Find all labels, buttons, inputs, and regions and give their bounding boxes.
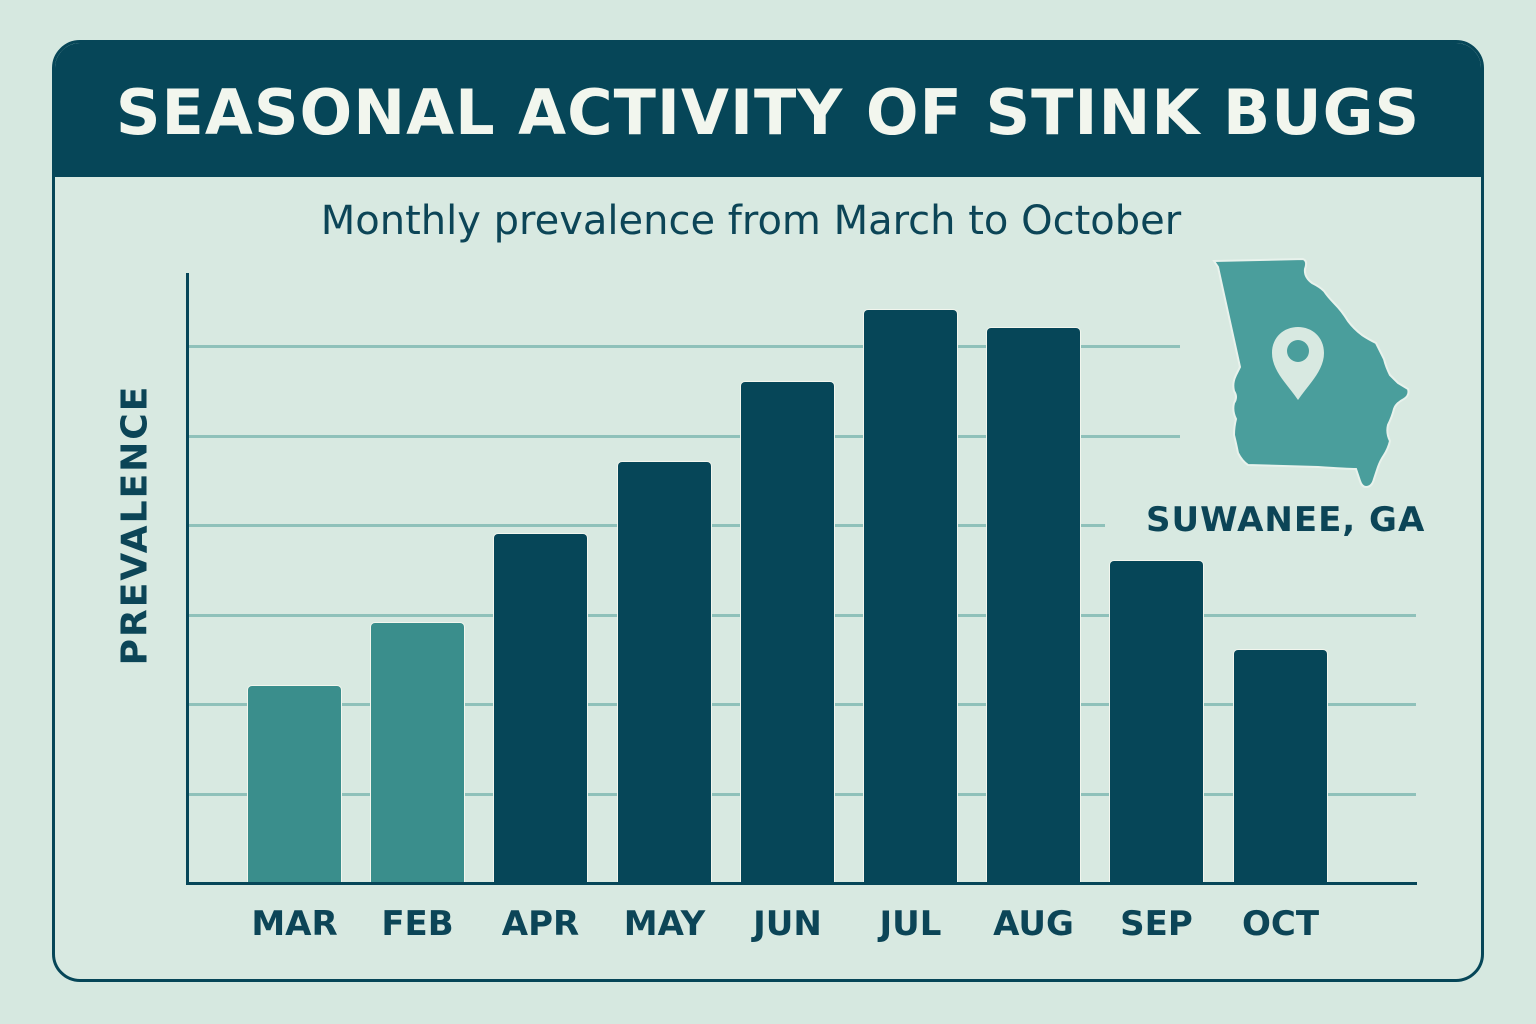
bar-jul bbox=[864, 310, 957, 883]
bar-oct bbox=[1234, 650, 1327, 883]
bar-feb bbox=[371, 623, 464, 883]
y-axis-label: PREVALENCE bbox=[114, 384, 156, 666]
bar-aug bbox=[987, 328, 1080, 883]
georgia-state-map-icon bbox=[1212, 257, 1410, 489]
chart-title: SEASONAL ACTIVITY OF STINK BUGS bbox=[115, 76, 1421, 149]
bar-apr bbox=[494, 534, 587, 883]
location-label: SUWANEE, GA bbox=[1146, 500, 1426, 540]
title-banner: SEASONAL ACTIVITY OF STINK BUGS bbox=[55, 43, 1481, 177]
bar-sep bbox=[1110, 561, 1203, 883]
chart-subtitle: Monthly prevalence from March to October bbox=[320, 198, 1182, 244]
bar-jun bbox=[741, 382, 834, 883]
location-pin-icon bbox=[1272, 327, 1324, 400]
bar-mar bbox=[248, 686, 341, 883]
bar-may bbox=[618, 462, 711, 883]
